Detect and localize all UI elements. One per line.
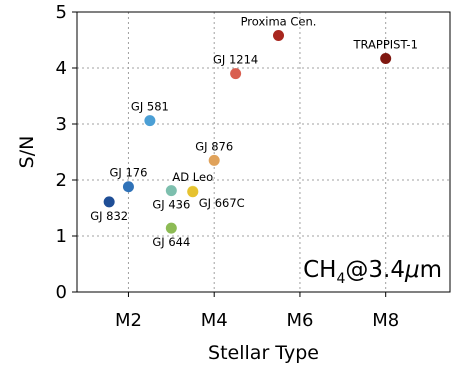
- point-label: AD Leo: [172, 170, 213, 184]
- data-point: [273, 30, 285, 42]
- data-points: Proxima Cen. TRAPPIST-1 GJ 1214 GJ 581 GJ 87…: [90, 15, 418, 250]
- point-label: GJ 667C: [199, 196, 245, 210]
- point-label: GJ 644: [152, 235, 190, 249]
- y-axis-label: S/N: [16, 136, 38, 169]
- x-axis-label: Stellar Type: [208, 342, 319, 364]
- point-label: Proxima Cen.: [241, 15, 317, 29]
- data-point: [144, 115, 156, 127]
- x-tick-label: M8: [372, 310, 399, 331]
- y-tick-label: 0: [56, 282, 67, 303]
- annotation-suffix: @3.4: [345, 257, 405, 283]
- point-label: GJ 176: [109, 166, 147, 180]
- x-tick-label: M4: [201, 310, 228, 331]
- point-label: GJ 832: [90, 209, 128, 223]
- point-label: GJ 1214: [213, 53, 258, 67]
- molecule-wavelength-annotation: CH4@3.4μm: [303, 257, 442, 287]
- point-label: TRAPPIST-1: [352, 37, 417, 51]
- data-point: [187, 186, 199, 198]
- axis-ticks: M2 M4 M6 M8 0 1 2 3 4 5: [56, 2, 400, 331]
- x-tick-label: M6: [286, 310, 313, 331]
- annotation-mu: μ: [404, 257, 420, 283]
- data-point: [165, 185, 177, 197]
- annotation-unit: m: [420, 257, 442, 283]
- y-tick-label: 1: [56, 226, 67, 247]
- plot-frame: [76, 11, 451, 293]
- data-point: [103, 196, 115, 208]
- data-point: [208, 154, 220, 166]
- data-point: [165, 222, 177, 234]
- point-label: GJ 876: [195, 139, 233, 153]
- grid: [77, 12, 450, 292]
- annotation-subscript: 4: [336, 271, 345, 287]
- y-tick-label: 4: [56, 58, 67, 79]
- data-point: [230, 68, 242, 80]
- y-tick-label: 5: [56, 2, 67, 23]
- annotation-prefix: CH: [303, 257, 336, 283]
- y-tick-label: 2: [56, 170, 67, 191]
- data-point: [380, 52, 392, 64]
- y-tick-label: 3: [56, 114, 67, 135]
- data-point: [122, 181, 134, 193]
- point-label: GJ 581: [131, 100, 169, 114]
- point-label: GJ 436: [152, 198, 190, 212]
- x-tick-label: M2: [115, 310, 142, 331]
